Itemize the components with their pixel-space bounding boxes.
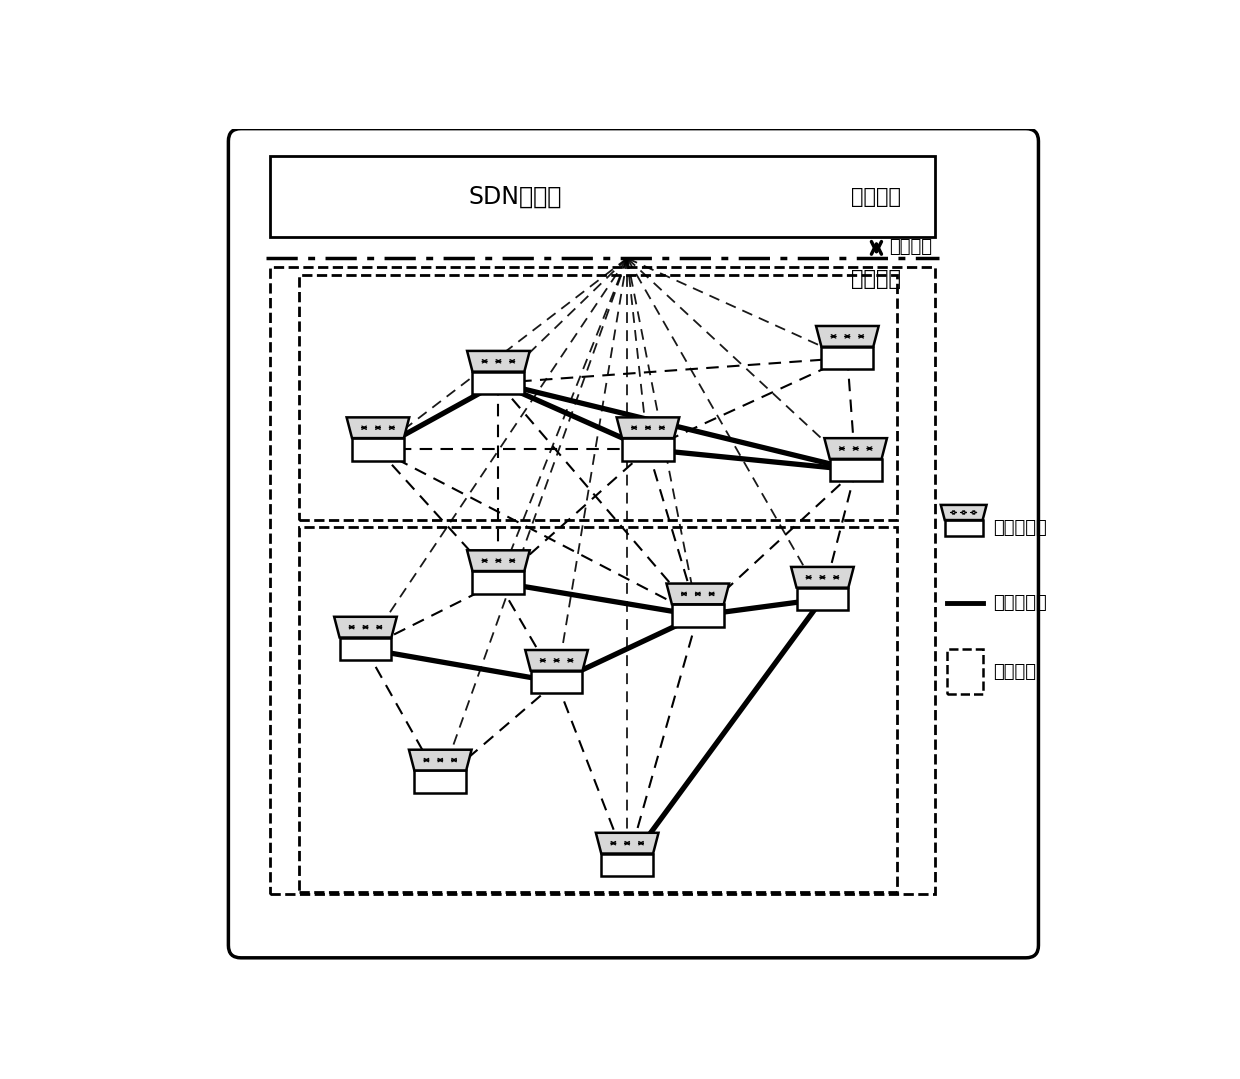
Text: 数据流路由: 数据流路由 [993, 595, 1047, 612]
Text: SDN控制器: SDN控制器 [469, 185, 562, 208]
Polygon shape [825, 438, 887, 459]
FancyBboxPatch shape [672, 604, 724, 627]
FancyBboxPatch shape [340, 638, 392, 660]
Text: 网络切片: 网络切片 [993, 663, 1035, 681]
FancyBboxPatch shape [270, 267, 935, 893]
FancyBboxPatch shape [945, 520, 982, 536]
Polygon shape [334, 617, 397, 638]
Text: 虚拟交换机: 虚拟交换机 [993, 519, 1047, 537]
Text: 南向接口: 南向接口 [889, 238, 932, 257]
Polygon shape [596, 833, 658, 853]
FancyBboxPatch shape [821, 346, 873, 369]
Polygon shape [467, 550, 529, 571]
Polygon shape [526, 650, 588, 671]
FancyBboxPatch shape [352, 438, 404, 461]
Polygon shape [616, 418, 680, 438]
Polygon shape [791, 566, 854, 588]
Polygon shape [816, 326, 879, 346]
Polygon shape [666, 584, 729, 604]
FancyBboxPatch shape [228, 128, 1038, 958]
FancyBboxPatch shape [414, 770, 466, 793]
FancyBboxPatch shape [830, 459, 882, 481]
FancyBboxPatch shape [601, 853, 653, 876]
Polygon shape [941, 505, 987, 520]
Polygon shape [347, 418, 409, 438]
Polygon shape [467, 351, 529, 371]
Polygon shape [409, 750, 471, 770]
FancyBboxPatch shape [270, 156, 935, 237]
FancyBboxPatch shape [472, 371, 525, 394]
FancyBboxPatch shape [622, 438, 673, 461]
FancyBboxPatch shape [531, 671, 583, 693]
Text: 控制平面: 控制平面 [852, 187, 901, 207]
FancyBboxPatch shape [796, 588, 848, 610]
Text: 数据平面: 数据平面 [852, 269, 901, 289]
FancyBboxPatch shape [472, 571, 525, 593]
